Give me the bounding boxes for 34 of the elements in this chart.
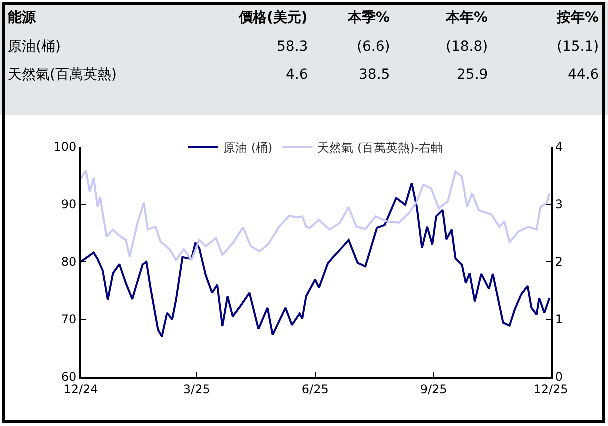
- text: 價格(美元): [238, 9, 308, 26]
- legend-label: 天然氣 (百萬英熱)-右軸: [318, 141, 444, 156]
- line-series: [81, 182, 551, 338]
- text: 44.6: [568, 67, 600, 83]
- line-series: [81, 170, 551, 262]
- text: 本年%: [445, 10, 488, 26]
- y2-tick-label: 1: [555, 312, 564, 327]
- y2-tick-label: 2: [555, 255, 564, 270]
- y2-tick-label: 3: [555, 198, 564, 212]
- text: (15.1): [557, 39, 600, 55]
- text: 天然氣(百萬英熱): [8, 67, 117, 83]
- x-tick-label: 12/24: [64, 382, 98, 396]
- text: 本季%: [347, 9, 390, 26]
- text: 原油(桶): [8, 39, 61, 55]
- y-tick-label: 70: [61, 312, 77, 327]
- text: 38.5: [359, 67, 390, 83]
- y2-tick-label: 4: [555, 140, 564, 154]
- legend-label: 原油 (桶): [224, 141, 273, 156]
- text: (6.6): [357, 39, 390, 55]
- x-tick-label: 3/25: [183, 382, 210, 396]
- x-tick-label: 6/25: [302, 382, 329, 396]
- x-tick-label: 12/25: [534, 382, 568, 396]
- text: 能源: [8, 10, 37, 26]
- y-tick-label: 90: [61, 198, 77, 212]
- y-tick-label: 100: [54, 140, 77, 154]
- text: 25.9: [457, 67, 488, 83]
- text: 58.3: [277, 39, 308, 55]
- x-tick-label: 9/25: [420, 382, 448, 396]
- text: 4.6: [286, 67, 308, 83]
- text: (18.8): [446, 39, 488, 55]
- y-tick-label: 60: [61, 370, 77, 384]
- y-tick-label: 80: [61, 255, 77, 270]
- text: 按年%: [556, 10, 600, 26]
- y2-tick-label: 0: [555, 370, 564, 384]
